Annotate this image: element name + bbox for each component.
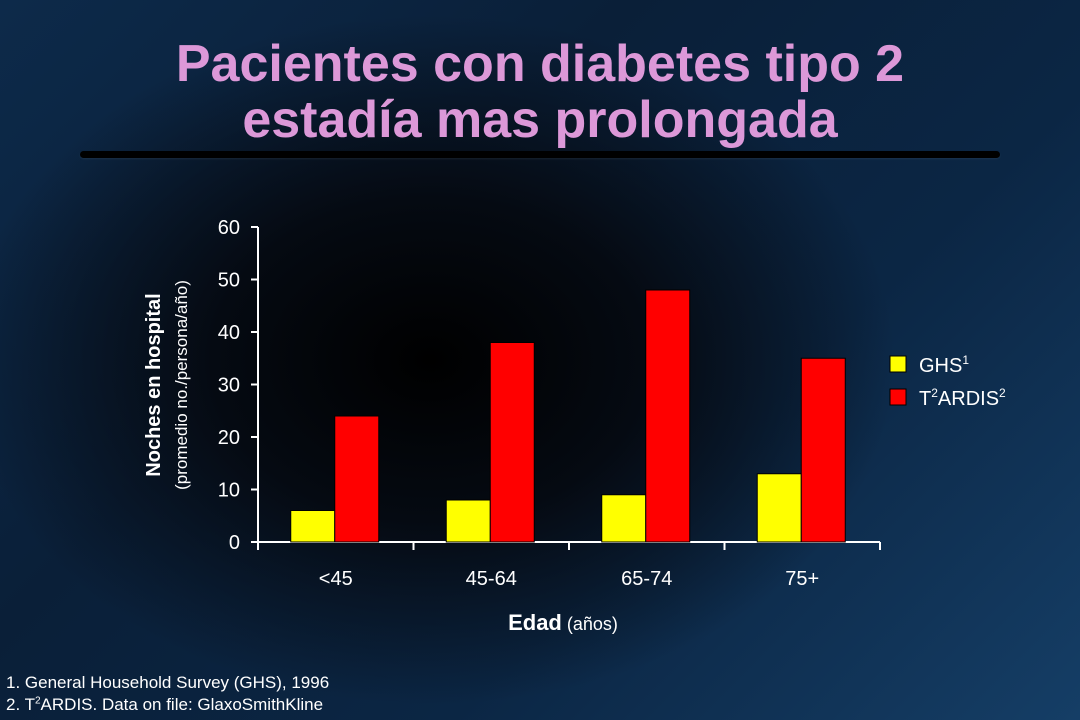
title-divider <box>80 151 1000 158</box>
legend-sup: 1 <box>962 353 969 367</box>
y-tick-label: 50 <box>218 270 240 292</box>
legend-sup: 2 <box>999 386 1006 400</box>
y-tick-label: 20 <box>218 427 240 449</box>
footnote-2-sup: 2 <box>34 695 41 707</box>
y-axis-label: Noches en hospital <box>143 293 165 476</box>
legend-label-ardis: T2ARDIS2 <box>919 386 1006 410</box>
legend-swatch-ghs <box>889 355 907 373</box>
legend-name: ARDIS <box>938 388 999 410</box>
legend-name-prefix: T <box>919 388 931 410</box>
y-tick-label: 30 <box>218 375 240 397</box>
y-tick-label: 40 <box>218 322 240 344</box>
legend-prefix-sup: 2 <box>931 386 938 400</box>
bar-ardis-<45 <box>334 415 380 543</box>
slide-title: Pacientes con diabetes tipo 2 estadía ma… <box>0 36 1080 148</box>
bar-ghs-75+ <box>756 473 802 543</box>
bar-ardis-45-64 <box>489 342 535 543</box>
bar-ghs-65-74 <box>601 494 647 543</box>
legend-label-ghs: GHS1 <box>919 353 969 377</box>
x-tick-label: <45 <box>319 568 353 590</box>
footnote-2-rest: ARDIS. Data on file: GlaxoSmithKline <box>40 695 324 714</box>
footnote-2-prefix: 2. T <box>6 695 35 714</box>
title-line-2: estadía mas prolongada <box>242 91 838 149</box>
y-axis-sublabel: (promedio no./persona/año) <box>172 280 191 490</box>
x-tick-label: 45-64 <box>466 568 517 590</box>
x-axis-label: Edad (años) <box>508 610 618 635</box>
footnote-2: 2. T2ARDIS. Data on file: GlaxoSmithKlin… <box>6 695 323 715</box>
title-line-1: Pacientes con diabetes tipo 2 <box>175 35 905 93</box>
x-tick-label: 65-74 <box>621 568 672 590</box>
bar-ghs-<45 <box>290 510 336 543</box>
bar-ghs-45-64 <box>445 499 491 543</box>
x-tick-label: 75+ <box>785 568 819 590</box>
footnote-1-text: 1. General Household Survey (GHS), 1996 <box>6 673 330 692</box>
x-axis-label-sub: (años) <box>562 614 618 634</box>
x-axis-label-main: Edad <box>508 610 562 635</box>
y-tick-label: 10 <box>218 480 240 502</box>
y-tick-label: 0 <box>229 532 240 554</box>
bar-ardis-65-74 <box>645 289 691 543</box>
y-tick-label: 60 <box>218 217 240 239</box>
footnote-1: 1. General Household Survey (GHS), 1996 <box>6 673 329 693</box>
bar-ardis-75+ <box>800 357 846 543</box>
legend-swatch-ardis <box>889 388 907 406</box>
legend-name: GHS <box>919 355 962 377</box>
